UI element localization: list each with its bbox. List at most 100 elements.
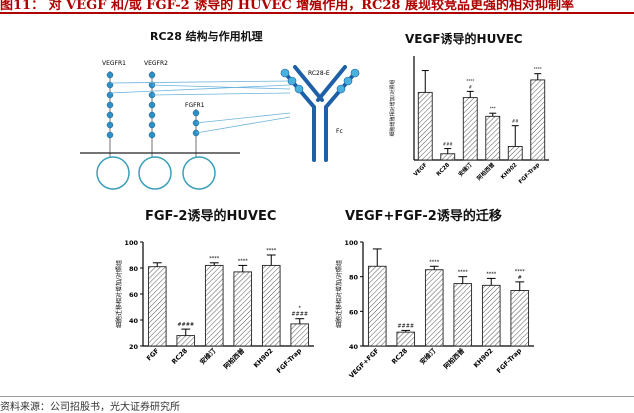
antibody-domain [343,76,353,86]
receptor-label-vegfr2: VEGFR2 [144,60,168,67]
category-label: FGF-Trap [495,347,523,375]
significance-label: **** [486,271,497,277]
bar [424,269,444,347]
receptor-domain [148,111,156,119]
receptor-label-vegfr1: VEGFR1 [102,60,126,67]
bar [481,284,501,347]
significance-label: #### [177,322,194,328]
chart-title-vegf-fgf2: VEGF+FGF-2诱导的迁移 [345,209,502,224]
category-label: KH902 [252,347,275,370]
category-label: 阿柏西普 [441,346,466,371]
mechanism-diagram: VEGFR1 VEGFR2 FGFR1 RC28-E Fc 激肽 激肽 激肽 [80,60,360,190]
y-tick-label: 80 [129,265,139,273]
source-note: 资料来源：公司招股书，光大证券研究所 [0,402,180,413]
binding-line [151,84,291,90]
category-label: FGF [145,347,161,363]
bar [176,335,196,347]
receptor-domain [106,131,114,139]
bar [453,283,473,347]
significance-label: *** [490,106,496,111]
y-tick-label: 40 [129,317,139,325]
category-label: KH902 [500,162,519,181]
antibody-arms [283,65,357,162]
category-label: 安维汀 [198,346,219,367]
category-label: RC28 [390,346,409,365]
antibody-domain [287,76,297,86]
binding-line [109,84,291,94]
category-label: KH902 [472,347,495,370]
significance-label: **** [534,67,542,72]
antibody-domain [294,84,304,94]
significance-label: **** [458,270,469,276]
significance-label: **** [466,78,474,83]
significance-label: **** [238,258,249,264]
cell-circle-3 [182,156,216,190]
bar [440,153,456,161]
y-tick-label: 20 [129,343,139,351]
receptor-domain [148,101,156,109]
bar [507,146,523,161]
significance-label: #### [397,323,414,329]
bar [147,266,167,347]
cell-circle-1 [96,156,130,190]
significance-label: **** [209,256,220,262]
chart-title-vegf: VEGF诱导的HUVEC [405,32,523,46]
receptor-domain [106,111,114,119]
bar [396,331,416,347]
category-label: FGF-Trap [518,162,541,185]
antibody-rc28 [280,65,360,162]
category-label: VEGF+FGF [347,347,380,380]
antibody-label: RC28-E [308,70,330,77]
significance-label: * [299,306,302,312]
binding-line [109,80,291,84]
receptor-domain [192,109,200,117]
y-tick-label: 100 [124,239,138,247]
y-axis-label: 细胞迁移相对增加/对照组 [335,260,343,328]
category-label: RC28 [436,162,452,178]
category-label: RC28 [170,346,189,365]
fc-label: Fc [336,128,343,135]
y-tick-label: 60 [129,291,139,299]
bar [290,323,310,347]
antibody-domain [336,84,346,94]
footer-rule [0,396,634,397]
bar [367,265,387,347]
chart-vegf-huvec: 细胞增殖相对增加/对照组VEGF###RC28****#安维汀***阿柏西普##… [389,56,549,185]
chart-vegf-fgf2-migration: 40 60 80 100 细胞迁移相对增加/对照组 VEGF+FGF #### RC28 ***… [335,239,534,380]
receptor-domain [106,121,114,129]
chart-title-fgf2: FGF-2诱导的HUVEC [145,209,277,224]
bar [417,91,433,161]
bar [261,264,281,347]
significance-label: ### [443,142,454,147]
caption-rule [0,12,634,14]
y-axis-label: 细胞增殖相对增加/对照组 [389,80,396,137]
significance-label: # [518,275,522,281]
diagram-title: RC28 结构与作用机理 [150,30,263,43]
bar [530,79,546,161]
binding-line [151,92,291,96]
y-tick-label: 80 [349,274,359,282]
figure-caption: 图11： 对 VEGF 和/或 FGF-2 诱导的 HUVEC 增殖作用，RC2… [0,0,574,12]
y-tick-label: 100 [344,239,358,247]
y-tick-label: 40 [349,343,359,351]
receptor-domain [148,71,156,79]
binding-line [195,112,291,124]
cell-circle-2 [138,156,172,190]
receptor-domain [106,71,114,79]
receptor-label-fgfr1: FGFR1 [185,102,205,109]
category-label: FGF-Trap [275,347,303,375]
binding-line [195,116,291,134]
significance-label: **** [266,248,277,254]
significance-label: #### [291,312,308,318]
significance-label: ## [512,119,519,124]
category-label: VEGF [413,162,429,178]
receptor-domain [148,121,156,129]
bar [485,115,501,161]
category-label: 阿柏西普 [475,160,497,182]
bar [204,264,224,347]
bar [510,290,530,347]
antibody-domain [350,68,360,78]
significance-label: # [469,84,473,89]
y-tick-label: 60 [349,308,359,316]
receptor-domain [106,101,114,109]
